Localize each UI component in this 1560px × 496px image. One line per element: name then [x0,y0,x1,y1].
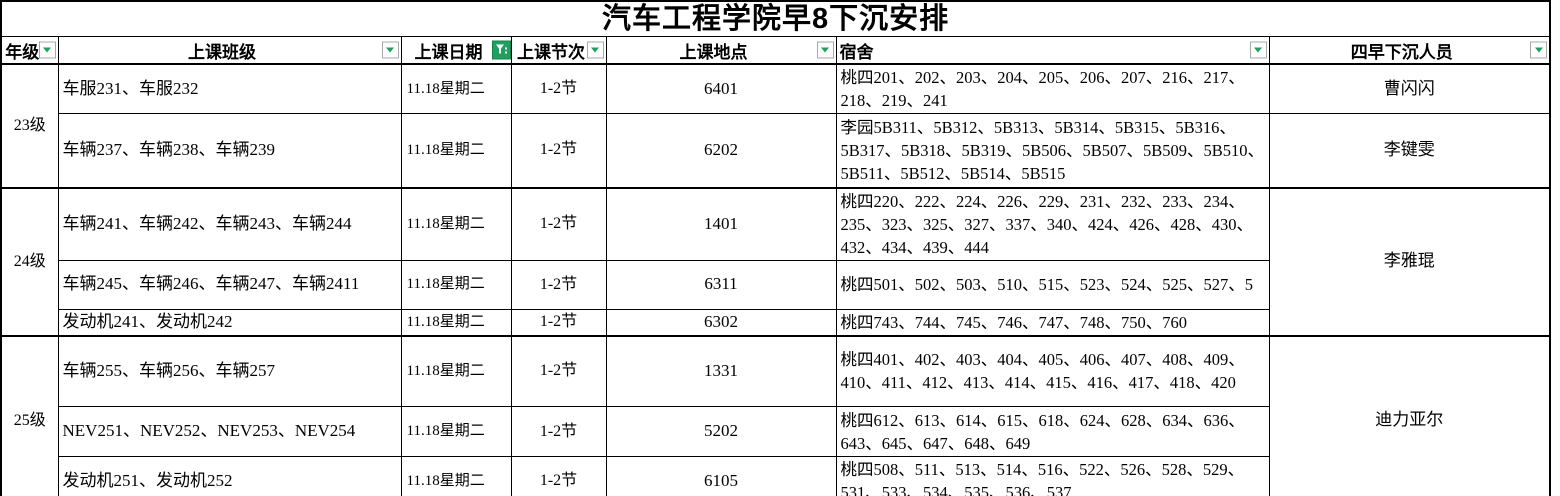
person-cell[interactable]: 迪力亚尔 [1268,335,1551,496]
column-header-label: 年级 [5,42,40,62]
date-cell[interactable]: 11.18星期二 [400,259,512,310]
period-cell[interactable]: 1-2节 [510,456,607,496]
sheet-title[interactable]: 汽车工程学院早8下沉安排 [0,0,1551,37]
chevron-down-icon [1254,47,1262,53]
location-cell[interactable]: 1401 [605,187,837,261]
chevron-down-icon [821,47,829,53]
filter-dropdown-button[interactable] [1530,41,1548,59]
column-header-label: 上课节次 [517,42,585,62]
column-header-label: 宿舍 [839,42,874,62]
class-cell[interactable]: 发动机241、发动机242 [57,308,402,336]
grade-cell[interactable]: 23级 [0,63,59,188]
period-cell[interactable]: 1-2节 [510,113,607,188]
dorm-cell[interactable]: 桃四201、202、203、204、205、206、207、216、217、21… [835,63,1270,114]
location-cell[interactable]: 5202 [605,406,837,457]
class-cell[interactable]: 车辆255、车辆256、车辆257 [57,335,402,407]
column-header-person[interactable]: 四早下沉人员 [1268,36,1551,65]
table-row: 车辆237、车辆238、车辆239 11.18星期二 1-2节 6202 李园5B311… [1,113,1551,188]
date-cell[interactable]: 11.18星期二 [400,335,512,407]
grade-cell[interactable]: 24级 [0,187,59,336]
class-cell[interactable]: 车服231、车服232 [57,63,402,114]
table-row: 车辆245、车辆246、车辆247、车辆2411 11.18星期二 1-2节 6311… [1,259,1550,310]
filter-dropdown-button[interactable] [1249,41,1267,59]
filter-dropdown-button[interactable] [38,41,56,59]
period-cell[interactable]: 1-2节 [510,187,607,261]
filter-active-button[interactable] [491,40,510,60]
location-cell[interactable]: 6311 [605,259,837,310]
table-row: 发动机251、发动机252 11.18星期二 1-2节 6105 桃四508、511、5… [1,456,1550,496]
location-cell[interactable]: 1331 [605,335,837,407]
date-cell[interactable]: 11.18星期二 [400,187,512,261]
table-row: 23级 车服231、车服232 11.18星期二 1-2节 6401 桃四201、202、… [0,63,1551,188]
dorm-cell[interactable]: 桃四220、222、224、226、229、231、232、233、234、23… [835,187,1270,261]
date-cell[interactable]: 11.18星期二 [400,456,512,496]
period-cell[interactable]: 1-2节 [510,63,607,114]
column-header-label: 四早下沉人员 [1350,42,1453,62]
location-cell[interactable]: 6105 [605,456,837,496]
filter-dropdown-button[interactable] [816,41,834,59]
column-header-grade[interactable]: 年级 [0,36,59,65]
column-header-period[interactable]: 上课节次 [510,36,607,65]
period-cell[interactable]: 1-2节 [510,259,607,310]
filter-dropdown-button[interactable] [586,41,604,59]
date-cell[interactable]: 11.18星期二 [400,63,512,114]
location-cell[interactable]: 6302 [605,308,837,336]
column-header-dorm[interactable]: 宿舍 [835,36,1270,65]
person-cell[interactable]: 曹闪闪 [1268,63,1551,114]
location-cell[interactable]: 6401 [605,63,837,114]
column-header-label: 上课地点 [679,42,748,62]
column-header-location[interactable]: 上课地点 [605,36,837,65]
chevron-down-icon [591,47,599,53]
table-row: NEV251、NEV252、NEV253、NEV254 11.18星期二 1-2节 5… [1,406,1550,457]
grade-cell[interactable]: 25级 [0,335,59,496]
date-cell[interactable]: 11.18星期二 [400,113,512,188]
column-header-label: 上课日期 [414,42,483,62]
column-header-date[interactable]: 上课日期 [400,36,512,65]
period-cell[interactable]: 1-2节 [510,335,607,407]
period-cell[interactable]: 1-2节 [510,308,607,336]
person-cell[interactable]: 李雅琨 [1268,187,1551,336]
person-cell[interactable]: 李键雯 [1268,113,1551,188]
header-row: 年级 上课班级 上课日期 [0,36,1551,65]
chevron-down-icon [1534,47,1543,53]
column-header-label: 上课班级 [188,42,256,62]
date-cell[interactable]: 11.18星期二 [400,308,512,336]
table-row: 24级 车辆241、车辆242、车辆243、车辆244 11.18星期二 1-2节 14… [0,187,1551,336]
column-header-class[interactable]: 上课班级 [57,36,402,65]
dorm-cell[interactable]: 桃四612、613、614、615、618、624、628、634、636、64… [835,406,1270,457]
filter-dropdown-button[interactable] [381,41,399,59]
class-cell[interactable]: 车辆237、车辆238、车辆239 [57,113,402,188]
dorm-cell[interactable]: 桃四743、744、745、746、747、748、750、760 [835,308,1270,336]
date-cell[interactable]: 11.18星期二 [400,406,512,457]
dorm-cell[interactable]: 桃四508、511、513、514、516、522、526、528、529、53… [835,456,1270,496]
class-cell[interactable]: NEV251、NEV252、NEV253、NEV254 [57,406,402,457]
class-cell[interactable]: 车辆245、车辆246、车辆247、车辆2411 [57,259,402,310]
title-row: 汽车工程学院早8下沉安排 [0,0,1551,37]
location-cell[interactable]: 6202 [605,113,837,188]
dorm-cell[interactable]: 李园5B311、5B312、5B313、5B314、5B315、5B316、5B… [835,113,1270,188]
dorm-cell[interactable]: 桃四401、402、403、404、405、406、407、408、409、41… [835,335,1270,407]
class-cell[interactable]: 车辆241、车辆242、车辆243、车辆244 [57,187,402,261]
chevron-down-icon [386,47,394,53]
period-cell[interactable]: 1-2节 [510,406,607,457]
table-row: 发动机241、发动机242 11.18星期二 1-2节 6302 桃四743、744、7… [1,308,1550,336]
table-body: 23级 车服231、车服232 11.18星期二 1-2节 6401 桃四201、202、… [0,63,1551,496]
funnel-icon [495,44,507,54]
class-cell[interactable]: 发动机251、发动机252 [57,456,402,496]
table-row: 25级 车辆255、车辆256、车辆257 11.18星期二 1-2节 1331 桃四40… [0,335,1551,496]
dorm-cell[interactable]: 桃四501、502、503、510、515、523、524、525、527、5 [835,259,1270,310]
chevron-down-icon [43,47,51,53]
